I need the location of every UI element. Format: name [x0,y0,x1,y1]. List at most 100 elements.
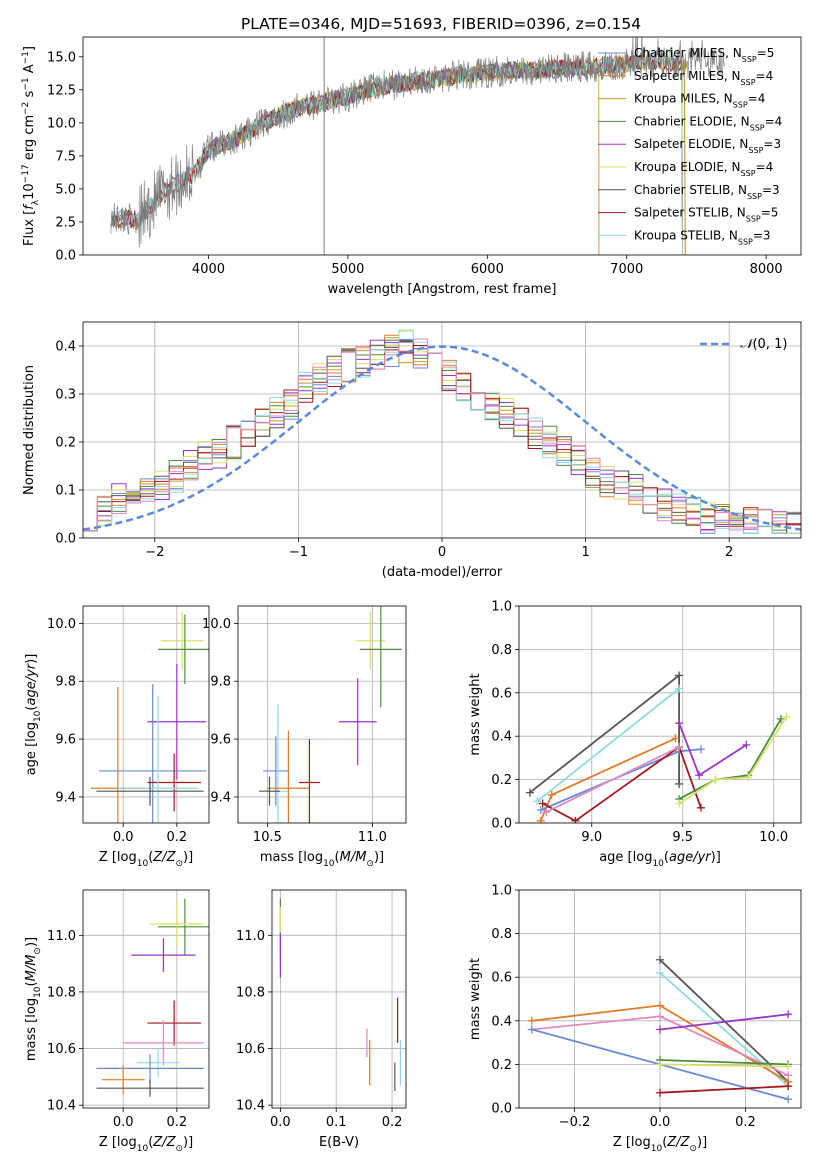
plot-area [272,890,406,1108]
panel-weight_vs_Z: −0.2 0.0 0.2 0.0 0.2 0.4 0.6 0.8 1.0 Z [log10(Z/Z… [468,884,802,1154]
series-line [545,746,680,813]
y-tick-label: 0.4 [55,340,76,355]
x-tick-label: 0.0 [113,1115,134,1130]
legend-label: 𝒩(0, 1) [740,337,787,352]
legend-label: Kroupa ELODIE, NSSP=4 [634,160,773,178]
y-axis-label: Normed distribution [22,365,37,495]
y-tick-label: 0.4 [491,730,512,745]
y-axis-label: Flux [fλ10−17 erg cm−2 s−1 A−1] [21,46,41,246]
series-line [659,972,789,1087]
x-tick-label: −2 [145,545,164,560]
series-marker [675,719,684,728]
normal-curve [83,345,801,531]
series-marker [776,714,785,723]
y-axis-label: mass weight [468,958,483,1040]
y-tick-label: 9.8 [210,675,231,690]
series-marker [784,1071,793,1080]
series-marker [656,1025,664,1034]
legend-label: Chabrier STELIB, NSSP=3 [634,183,780,201]
series-marker [536,805,545,814]
axes-frame [82,36,802,256]
series-line [659,1013,789,1031]
y-tick-label: 0.8 [491,643,512,658]
y-tick-label: 10.4 [236,1099,265,1114]
x-tick-label: 7000 [610,262,643,277]
series-marker [547,790,556,799]
y-tick-label: 0.6 [491,686,512,701]
series-marker [675,671,684,680]
series-marker [656,955,664,964]
x-axis-label: Z [log10(Z/Z⊙)] [99,850,193,869]
y-tick-label: 0.8 [491,927,512,942]
figure-title: PLATE=0346, MJD=51693, FIBERID=0396, z=0… [241,15,641,33]
legend-label: Kroupa STELIB, NSSP=3 [634,228,771,246]
y-tick-label: 0.2 [491,1058,512,1073]
plot-area [83,890,209,1108]
series-marker [542,808,551,817]
series-marker [696,745,705,754]
y-tick-label: 1.0 [491,600,512,615]
x-tick-label: 0.2 [382,1115,403,1130]
panel-mass_vs_ebv: 0.0 0.1 0.2 10.4 10.6 10.8 11.0 E(B-V) [236,889,407,1150]
axes-frame [82,605,210,824]
series-marker [744,773,753,782]
plot-area [110,37,725,255]
series-marker [696,803,705,812]
series-marker [533,797,542,806]
x-axis-label: Z [log10(Z/Z⊙)] [99,1135,193,1154]
series-line [678,716,788,805]
x-axis-label: Z [log10(Z/Z⊙)] [613,1135,707,1154]
y-tick-label: 9.4 [210,790,231,805]
plot-area [83,322,801,538]
series-marker [525,788,534,797]
panel-weight_vs_age: 9.0 9.5 10.0 0.0 0.2 0.4 0.6 0.8 1.0 age [log10(a… [468,600,802,869]
panel-age_vs_Z: 0.0 0.2 9.4 9.6 9.8 10.0 Z [log10(Z/Z⊙)] age [l… [24,605,210,869]
legend-label: Chabrier MILES, NSSP=5 [634,46,774,64]
y-tick-label: 10.0 [47,116,76,131]
x-tick-label: 10.0 [759,830,788,845]
y-tick-label: 0.6 [491,971,512,986]
y-tick-label: 10.0 [47,617,76,632]
y-tick-label: 0.2 [491,773,512,788]
panel-mass_vs_Z: 0.0 0.2 10.4 10.6 10.8 11.0 Z [log10(Z/Z⊙)] mas… [24,889,210,1154]
x-axis-label: (data-model)/error [382,565,503,580]
series-line [678,722,747,777]
series-marker [711,775,720,784]
series-marker [656,1001,664,1010]
y-tick-label: 15.0 [47,50,76,65]
y-tick-label: 0.0 [55,249,76,264]
y-tick-label: 10.6 [236,1042,265,1057]
y-axis-label: mass [log10(M/M⊙)] [24,937,43,1061]
y-tick-label: 12.5 [47,83,76,98]
plot-area [519,890,801,1108]
axes-frame [237,605,407,824]
y-tick-label: 0.0 [491,1102,512,1117]
x-tick-label: 0.0 [270,1115,291,1130]
series-marker [527,1025,536,1034]
axes-frame [518,889,802,1109]
legend-label: Salpeter ELODIE, NSSP=3 [634,137,781,155]
y-tick-label: 0.0 [55,532,76,547]
y-tick-label: 9.4 [55,790,76,805]
series-marker [538,799,547,808]
x-tick-label: −0.2 [559,1115,591,1130]
y-tick-label: 9.6 [210,733,231,748]
x-tick-label: 2 [725,545,733,560]
series-marker [784,1062,793,1071]
series-marker [675,779,684,788]
y-tick-label: 0.3 [55,388,76,403]
x-tick-label: 0 [438,545,446,560]
x-tick-label: 0.2 [166,830,187,845]
x-tick-label: 1 [581,545,589,560]
axes-frame [82,889,210,1109]
y-tick-label: 0.0 [491,817,512,832]
plot-area [83,606,209,823]
y-tick-label: 5.0 [55,182,76,197]
axes-frame [518,605,802,824]
axes-frame [271,889,407,1109]
x-axis-label: mass [log10(M/M⊙)] [260,850,384,869]
series-marker [675,684,684,693]
y-tick-label: 10.6 [47,1042,76,1057]
plots-layer: 4000 5000 6000 7000 80000.02.55.07.510.012.5… [21,36,802,1154]
